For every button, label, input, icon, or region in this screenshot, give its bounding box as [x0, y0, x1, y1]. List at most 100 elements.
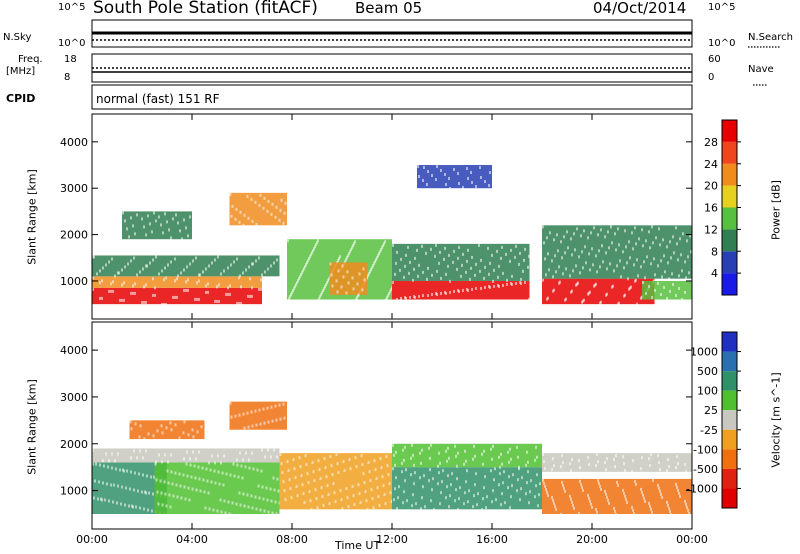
velocity-speckle: [147, 432, 150, 436]
velocity-speckle: [262, 407, 265, 411]
velocity-speckle: [279, 453, 282, 457]
power-speckle: [496, 249, 498, 253]
power-speckle: [251, 286, 253, 290]
velocity-speckle: [597, 478, 599, 482]
power-speckle: [351, 246, 353, 250]
velocity-colorbar-tick-label: -500: [693, 463, 718, 476]
power-speckle: [567, 246, 569, 250]
velocity-speckle: [633, 511, 635, 515]
velocity-speckle: [438, 471, 440, 475]
power-speckle: [648, 284, 650, 288]
velocity-speckle: [218, 482, 221, 486]
velocity-speckle: [286, 460, 289, 464]
velocity-speckle: [396, 507, 398, 511]
power-speckle: [247, 216, 250, 220]
power-speckle: [545, 273, 547, 277]
power-speckle: [174, 279, 176, 283]
power-speckle: [502, 283, 504, 287]
velocity-speckle: [675, 466, 677, 470]
power-speckle: [672, 282, 674, 286]
velocity-speckle: [169, 421, 172, 425]
velocity-speckle: [187, 433, 190, 437]
velocity-speckle: [170, 470, 173, 474]
velocity-speckle: [429, 468, 431, 472]
power-speckle: [669, 289, 671, 293]
power-speckle: [623, 266, 625, 270]
power-speckle: [565, 267, 567, 271]
velocity-speckle: [330, 464, 333, 468]
power-speckle: [145, 233, 147, 237]
velocity-speckle: [510, 457, 512, 461]
velocity-speckle: [203, 490, 206, 494]
power-speckle: [657, 281, 659, 285]
velocity-speckle: [133, 449, 135, 453]
power-speckle: [644, 276, 646, 280]
power-speckle: [123, 281, 125, 285]
velocity-speckle: [186, 474, 189, 478]
velocity-speckle: [676, 455, 678, 459]
power-speckle: [583, 229, 585, 233]
power-speckle: [352, 287, 355, 291]
power-speckle: [216, 285, 218, 289]
power-speckle: [236, 301, 238, 305]
power-speckle: [266, 209, 269, 213]
velocity-speckle: [280, 462, 283, 466]
power-speckle: [255, 222, 258, 226]
power-speckle: [436, 269, 438, 273]
velocity-speckle: [271, 511, 274, 515]
x-tick-label: 12:00: [376, 533, 408, 546]
power-speckle: [346, 270, 349, 274]
power-speckle: [654, 273, 656, 277]
power-speckle: [489, 171, 491, 175]
power-speckle: [528, 254, 530, 258]
power-speckle: [561, 256, 563, 260]
velocity-speckle: [352, 494, 355, 498]
power-speckle: [489, 261, 491, 265]
velocity-speckle: [194, 476, 197, 480]
velocity-speckle: [579, 479, 581, 483]
noise-tick-high-right: 10^5: [708, 2, 736, 13]
power-speckle: [457, 256, 459, 260]
velocity-speckle: [501, 462, 503, 466]
velocity-speckle: [430, 443, 432, 447]
power-region-2: [92, 255, 280, 277]
velocity-speckle: [464, 449, 466, 453]
velocity-speckle: [368, 470, 371, 474]
velocity-speckle: [454, 444, 456, 448]
velocity-speckle: [98, 480, 100, 484]
power-speckle: [399, 268, 401, 272]
velocity-speckle: [474, 454, 476, 458]
power-speckle: [678, 274, 680, 278]
velocity-speckle: [174, 423, 177, 427]
axes-layer: 1000 2000 3000 4000 1000 2000 3000 4000 00:00 04:…: [60, 113, 708, 546]
velocity-speckle: [359, 501, 362, 505]
power-region-7: [392, 280, 530, 300]
power-speckle: [611, 241, 613, 245]
power-speckle: [462, 288, 464, 292]
velocity-speckle: [191, 428, 194, 432]
velocity-speckle: [324, 466, 327, 470]
velocity-speckle: [201, 466, 204, 470]
velocity-speckle: [95, 462, 97, 466]
velocity-speckle: [292, 458, 295, 462]
velocity-speckle: [331, 473, 334, 477]
power-speckle: [666, 296, 668, 300]
power-speckle: [488, 272, 490, 276]
power-speckle: [249, 294, 251, 298]
velocity-speckle: [287, 469, 290, 473]
velocity-speckle: [184, 497, 187, 501]
velocity-colorbar-tick-label: 100: [697, 385, 718, 398]
velocity-speckle: [158, 453, 160, 457]
power-speckle: [408, 271, 410, 275]
power-speckle: [124, 265, 126, 269]
power-speckle: [136, 213, 138, 217]
power-speckle: [572, 269, 574, 273]
velocity-speckle: [139, 424, 142, 428]
power-speckle: [596, 270, 598, 274]
velocity-speckle: [283, 416, 286, 420]
velocity-speckle: [142, 473, 144, 477]
power-speckle: [356, 282, 359, 286]
velocity-speckle: [387, 473, 390, 477]
velocity-speckle: [685, 470, 687, 474]
power-speckle: [676, 242, 678, 246]
